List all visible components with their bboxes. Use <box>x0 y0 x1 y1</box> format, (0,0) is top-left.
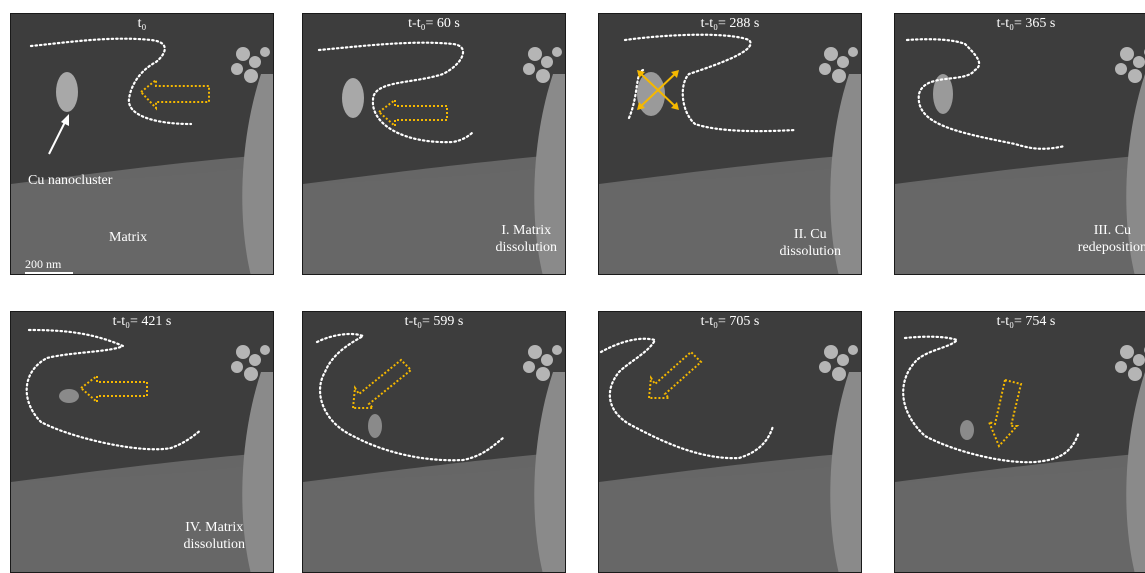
panel-title: t-t₀= 60 s <box>408 16 460 31</box>
pointer-arrow <box>48 117 68 155</box>
phase-annotation: III. Cu redeposition <box>1077 223 1145 255</box>
panel-title: t-t₀= 705 s <box>700 314 760 329</box>
panel-705s: t-t₀= 705 s <box>598 311 862 573</box>
micrograph-image <box>895 14 1145 274</box>
micrograph-image <box>11 14 273 274</box>
scale-bar <box>25 272 73 274</box>
micrograph-image <box>11 312 273 572</box>
micrograph-image <box>303 312 565 572</box>
panel-754s: t-t₀= 754 s <box>894 311 1145 573</box>
panel-title: t-t₀= 754 s <box>996 314 1056 329</box>
panel-599s: t-t₀= 599 s <box>302 311 566 573</box>
phase-annotation: II. Cu dissolution <box>779 227 841 259</box>
micrograph-image <box>895 312 1145 572</box>
cu-nanocluster-label: Cu nanocluster <box>28 173 113 188</box>
panel-60s: t-t₀= 60 s I. Matrix dissolution <box>302 13 566 275</box>
panel-title: t₀ <box>137 16 147 31</box>
phase-annotation: IV. Matrix dissolution <box>183 520 245 552</box>
panel-title: t-t₀= 421 s <box>112 314 172 329</box>
panel-288s: t-t₀= 288 s II. Cu dissolution <box>598 13 862 275</box>
micrograph-image <box>599 14 861 274</box>
micrograph-image <box>599 312 861 572</box>
panel-title: t-t₀= 365 s <box>996 16 1056 31</box>
matrix-label: Matrix <box>109 230 148 245</box>
scale-bar-label: 200 nm <box>25 257 62 271</box>
panel-365s: t-t₀= 365 s III. Cu redeposition <box>894 13 1145 275</box>
panel-421s: t-t₀= 421 s IV. Matrix dissolution <box>10 311 274 573</box>
micrograph-image <box>303 14 565 274</box>
panel-t0: t₀ Cu nanocluster Matrix 200 nm <box>10 13 274 275</box>
panel-title: t-t₀= 599 s <box>404 314 464 329</box>
panel-title: t-t₀= 288 s <box>700 16 760 31</box>
phase-annotation: I. Matrix dissolution <box>495 223 557 255</box>
